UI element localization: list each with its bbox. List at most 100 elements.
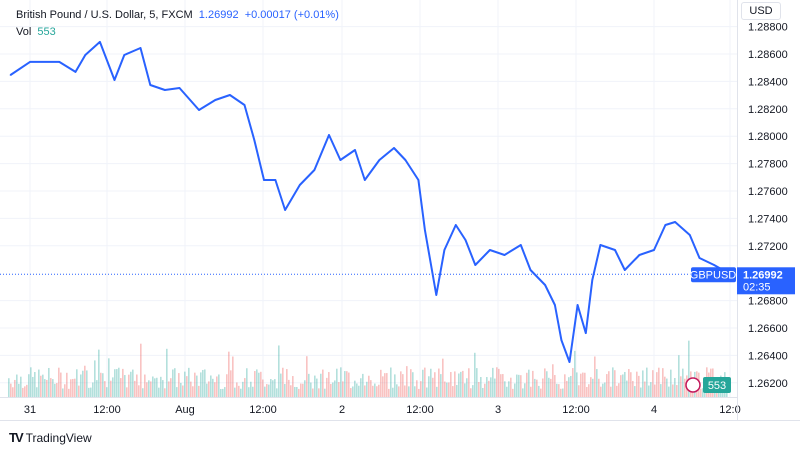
volume-bar — [210, 375, 212, 397]
chart-legend: British Pound / U.S. Dollar, 5, FXCM 1.2… — [16, 7, 339, 41]
volume-bar — [40, 375, 42, 397]
volume-bar — [278, 345, 280, 397]
volume-bar — [216, 376, 218, 397]
volume-bar — [338, 382, 340, 397]
volume-bar — [208, 381, 210, 397]
volume-bar — [134, 380, 136, 397]
volume-bar — [224, 387, 226, 397]
price-point — [113, 79, 116, 81]
price-point — [489, 249, 491, 251]
volume-bar — [280, 373, 282, 397]
x-tick-label: 31 — [24, 404, 36, 416]
volume-bar — [486, 377, 488, 397]
volume-bar — [264, 386, 266, 397]
volume-bar — [240, 388, 242, 397]
volume-bar — [502, 374, 504, 397]
price-point — [263, 179, 265, 181]
tradingview-logo[interactable]: TV TradingView — [9, 430, 92, 445]
volume-bar — [24, 386, 26, 397]
volume-bar — [356, 383, 358, 397]
volume-bar — [358, 385, 360, 397]
volume-bar — [160, 376, 162, 397]
volume-bar — [270, 379, 272, 397]
volume-label: Vol — [16, 26, 32, 38]
volume-bar — [70, 379, 72, 397]
volume-bar — [610, 386, 612, 397]
volume-bar — [642, 370, 644, 397]
volume-bar — [108, 358, 110, 397]
volume-bar — [350, 388, 352, 397]
volume-bar — [670, 369, 672, 397]
volume-bar — [328, 372, 330, 397]
last-price-tag — [737, 267, 795, 295]
price-point — [214, 99, 217, 101]
volume-bar — [652, 370, 654, 397]
volume-bar — [664, 376, 666, 397]
volume-bar — [114, 369, 116, 397]
volume-bar — [316, 378, 318, 397]
price-point — [9, 74, 12, 76]
volume-bar — [354, 380, 356, 397]
price-point — [664, 224, 667, 226]
volume-bar — [152, 376, 154, 397]
volume-bar — [48, 367, 50, 397]
volume-bar — [174, 368, 176, 397]
volume-bar — [380, 369, 382, 397]
volume-bar — [64, 384, 66, 397]
volume-bar — [682, 368, 684, 397]
volume-bar — [194, 372, 196, 397]
price-point — [339, 159, 342, 161]
volume-bar — [584, 372, 586, 397]
volume-bar — [492, 367, 494, 397]
volume-bar — [284, 383, 286, 397]
volume-bar — [142, 388, 144, 397]
volume-bar — [640, 387, 642, 397]
x-tick-label: 2 — [339, 404, 345, 416]
volume-bar — [98, 349, 100, 397]
symbol-title[interactable]: British Pound / U.S. Dollar, 5, FXCM — [16, 9, 193, 21]
volume-bar — [196, 375, 198, 397]
volume-bar — [606, 374, 608, 397]
volume-bar — [444, 381, 446, 397]
volume-bar — [118, 367, 120, 397]
volume-bar — [400, 371, 402, 397]
volume-bar — [532, 370, 534, 397]
volume-bar — [102, 373, 104, 397]
price-point — [713, 264, 715, 266]
currency-button[interactable]: USD — [741, 2, 781, 20]
y-tick-label: 1.27800 — [748, 159, 788, 171]
volume-bar — [558, 384, 560, 397]
volume-bar — [624, 371, 626, 397]
volume-bar — [342, 381, 344, 397]
volume-bar — [616, 385, 618, 397]
volume-bar — [36, 387, 38, 397]
volume-bar — [510, 377, 512, 397]
price-point — [614, 249, 616, 251]
volume-bar — [260, 371, 262, 397]
volume-bar — [430, 368, 432, 397]
volume-bar — [234, 387, 236, 397]
volume-bar — [140, 343, 142, 397]
price-point — [149, 84, 152, 86]
volume-bar — [446, 382, 448, 397]
volume-bar — [666, 378, 668, 397]
price-point — [29, 61, 31, 63]
volume-bar — [644, 381, 646, 397]
volume-bar — [598, 378, 600, 397]
volume-bar — [218, 374, 220, 397]
price-chart[interactable]: 1.28800 1.28600 1.28400 1.28200 1.28000 1.278… — [0, 0, 800, 425]
price-point — [554, 304, 556, 306]
price-point — [74, 71, 77, 73]
symbol-tag-label: GBPUSD — [690, 269, 737, 281]
volume-bar — [470, 388, 472, 397]
volume-bar — [650, 382, 652, 397]
volume-bar — [306, 356, 308, 397]
volume-bar — [450, 372, 452, 397]
volume-bar — [440, 374, 442, 397]
volume-bar — [394, 374, 396, 397]
volume-bar — [528, 369, 530, 397]
x-tick-label: 12:00 — [562, 404, 590, 416]
volume-bar — [472, 385, 474, 397]
x-tick-label: 12:00 — [93, 404, 121, 416]
volume-bar — [130, 371, 132, 397]
